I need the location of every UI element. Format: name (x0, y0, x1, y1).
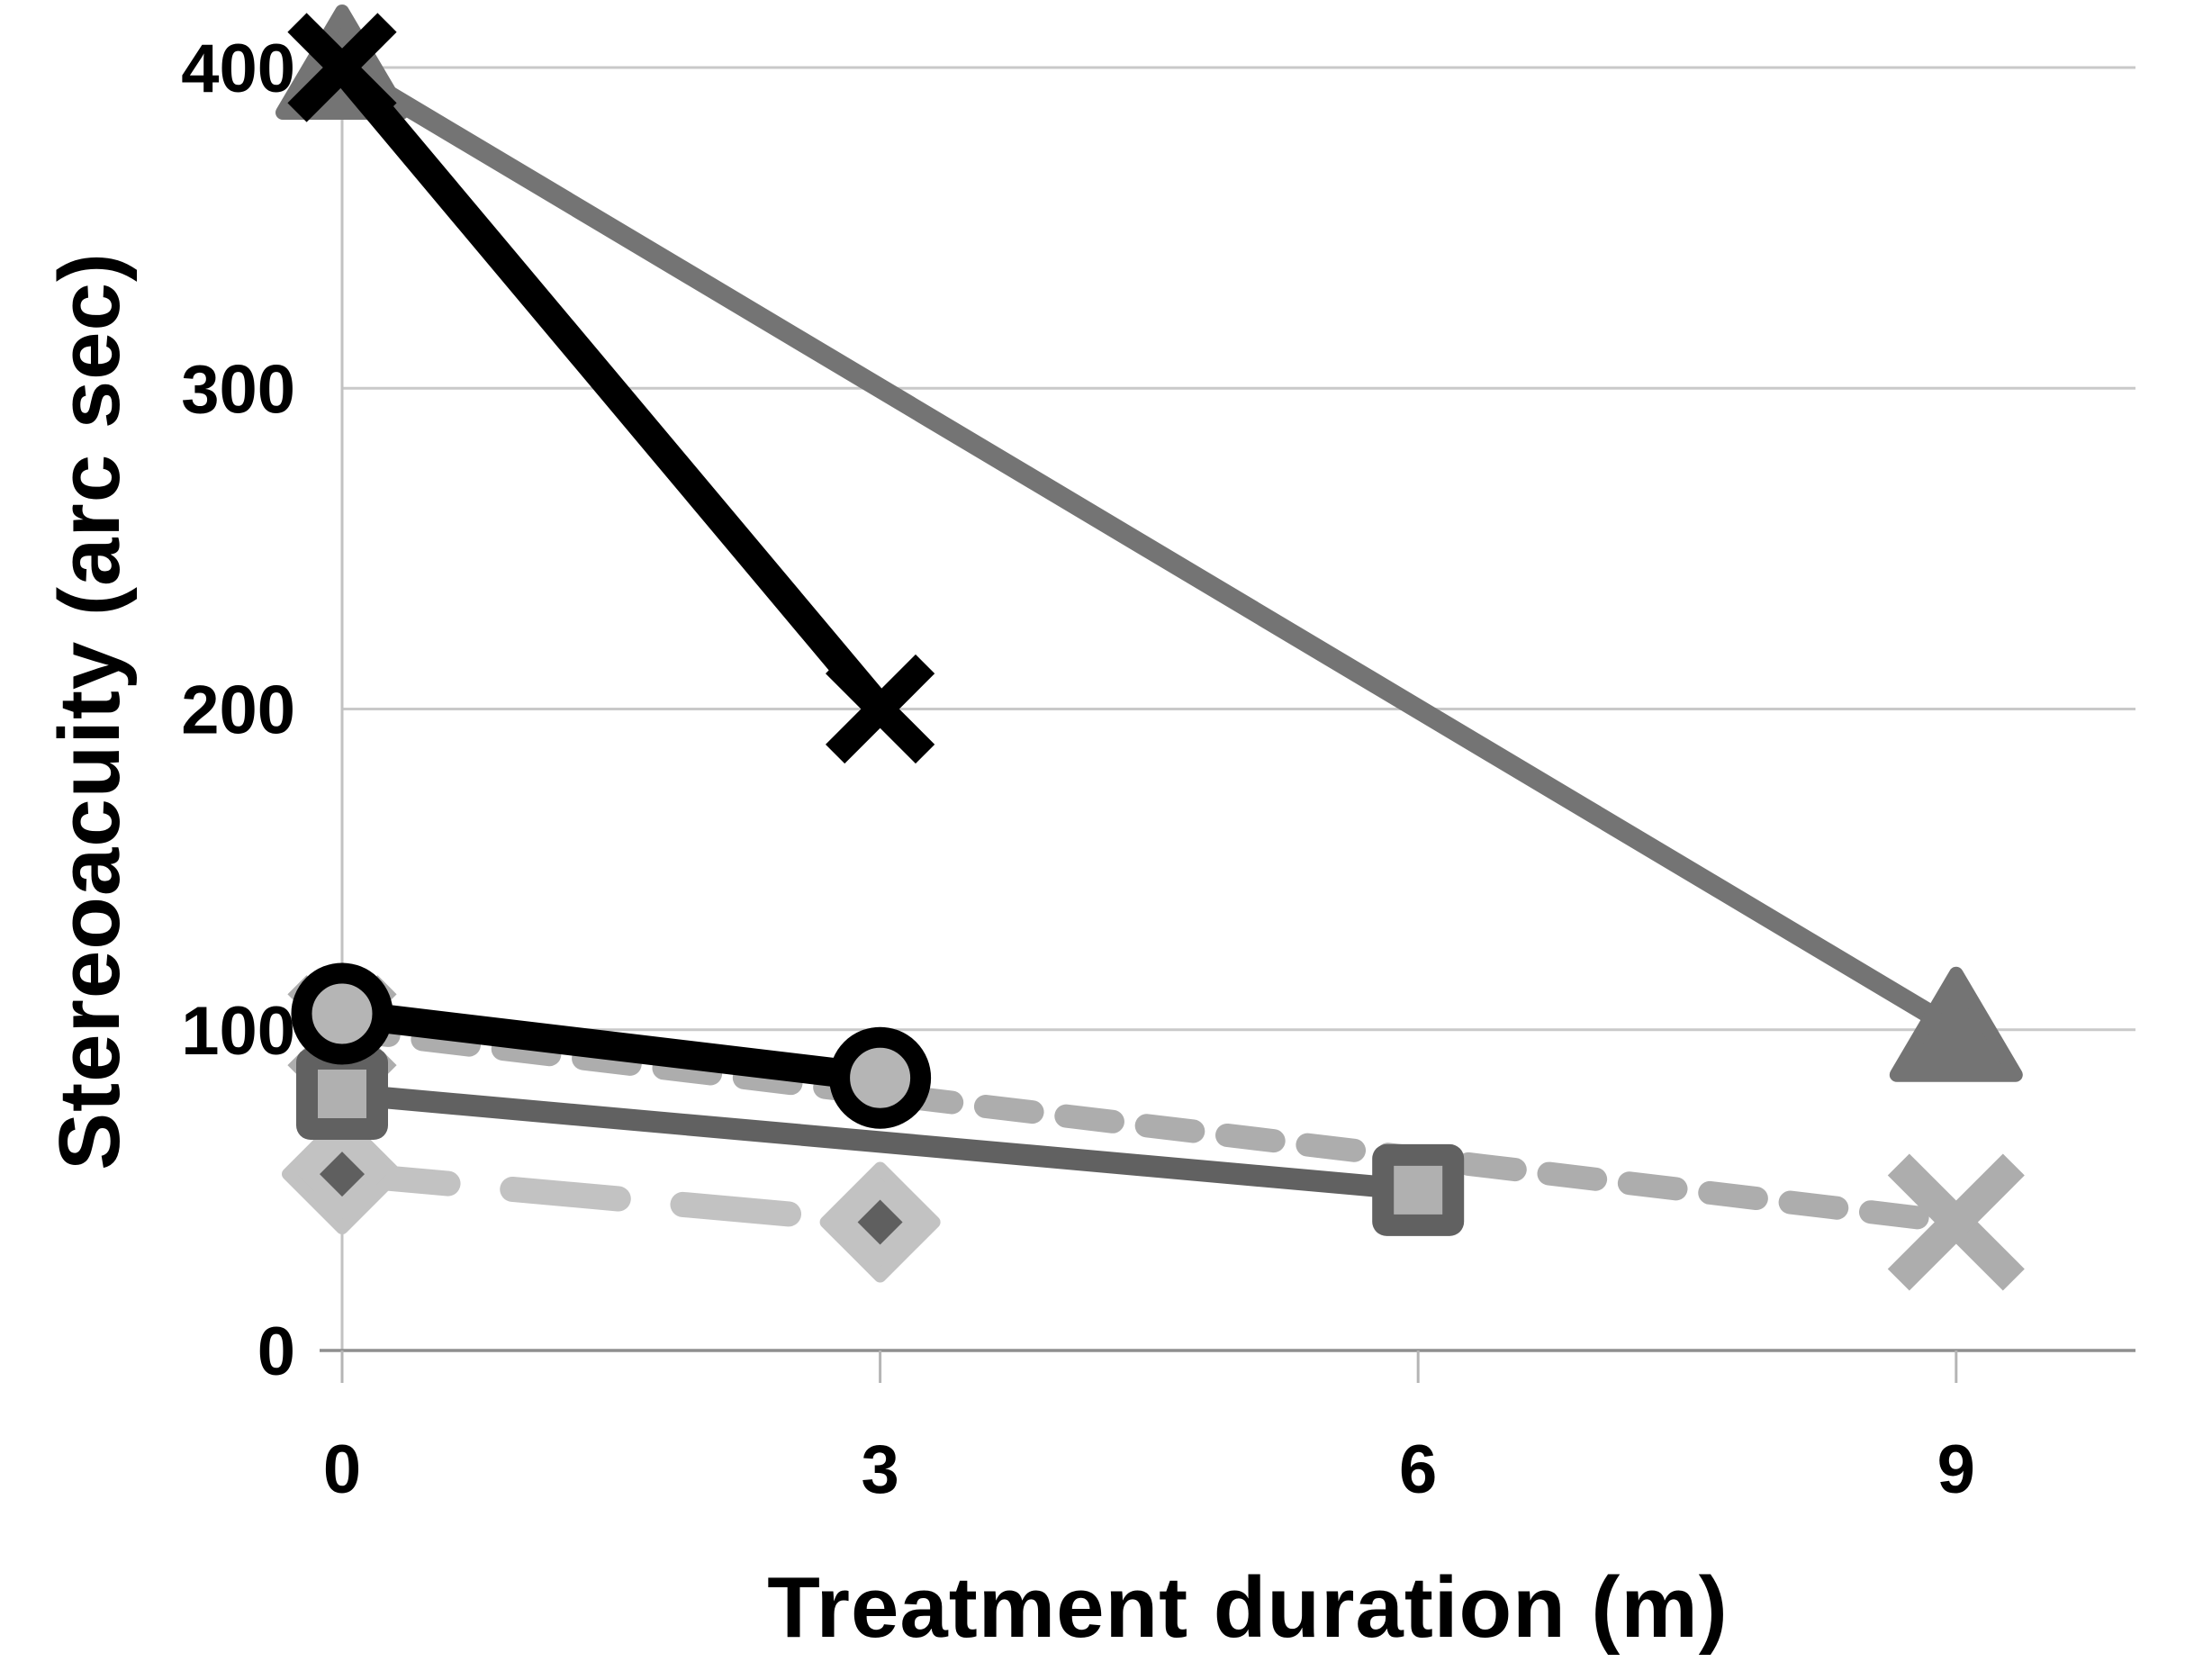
series-gray-solid-triangle (275, 5, 2023, 1082)
series-line-dark-gray-solid-square (331, 1083, 1430, 1201)
marker-square-inner (318, 1070, 366, 1118)
x-tick-label-6: 6 (1399, 1432, 1437, 1508)
marker-x (1887, 1153, 2025, 1291)
y-tick-label-0: 0 (257, 1314, 295, 1390)
marker-diamond-inner (857, 1199, 903, 1245)
marker-x (825, 654, 935, 764)
y-tick-label-400: 400 (181, 31, 295, 107)
marker-triangle (1889, 966, 2023, 1082)
y-axis-title: Stereoacuity (arc sec) (41, 252, 138, 1170)
x-axis-title: Treatment duration (m) (767, 1559, 1729, 1656)
series-dark-gray-solid-square (296, 1048, 1465, 1236)
series-line-black-solid-x (328, 53, 895, 724)
marker-circle (829, 1026, 932, 1129)
series-light-gray-longdash-diamond (282, 1114, 941, 1283)
marker-diamond-inner (320, 1152, 365, 1197)
y-tick-label-300: 300 (181, 351, 295, 428)
series-line-black-solid-circle (328, 998, 895, 1093)
marker-circle (291, 962, 393, 1065)
x-tick-label-3: 3 (861, 1432, 898, 1508)
y-tick-label-100: 100 (181, 993, 295, 1070)
marker-x (287, 13, 397, 122)
series-line-gray-solid-triangle (332, 58, 1966, 1040)
series-line-light-gray-dashed-x (330, 1017, 1968, 1234)
x-tick-label-0: 0 (323, 1432, 361, 1508)
series-black-solid-circle (291, 962, 932, 1129)
y-tick-label-200: 200 (181, 673, 295, 749)
marker-square-inner (1394, 1165, 1443, 1215)
x-tick-label-9: 9 (1937, 1432, 1975, 1508)
series-black-solid-x (287, 13, 935, 764)
series-line-light-gray-longdash-diamond (330, 1161, 893, 1235)
